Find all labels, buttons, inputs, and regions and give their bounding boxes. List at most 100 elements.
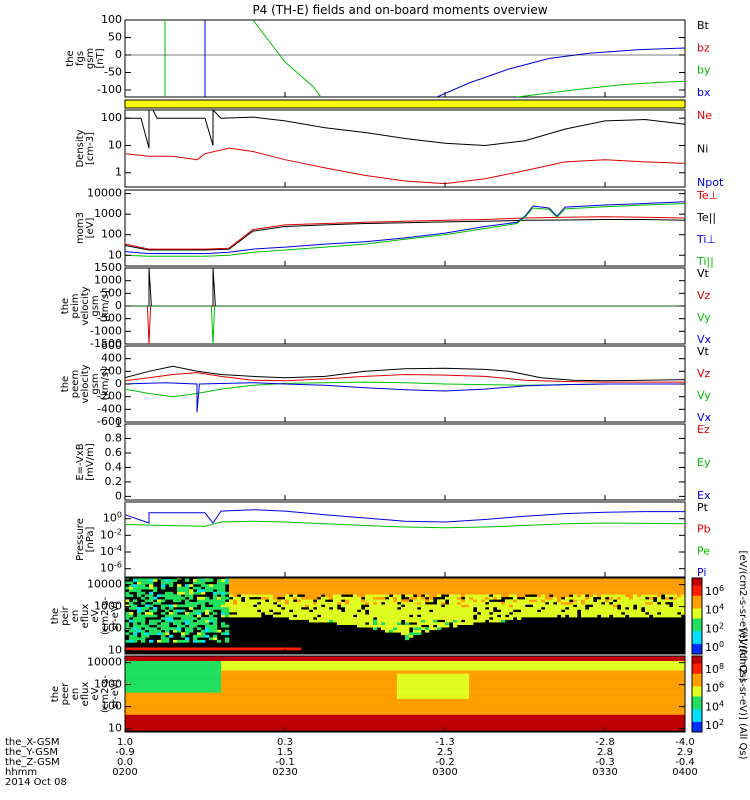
tick-label: -600 — [97, 415, 122, 428]
ephemeris-value: -2.8 — [595, 737, 615, 748]
legend-entry: Vz — [697, 367, 711, 380]
ephemeris-value: 2.8 — [597, 747, 613, 758]
tick-label: -500 — [97, 312, 122, 325]
y-axis-label: [nPa] — [85, 526, 96, 552]
y-axis-label: E=-VxB — [75, 443, 86, 480]
legend-entry: Ex — [697, 489, 711, 502]
y-axis-label: Density — [75, 129, 86, 167]
tick-label: -100 — [97, 83, 122, 96]
y-axis-label: [nT] — [95, 48, 106, 68]
spectrogram-peir_spec — [125, 578, 685, 654]
panel-peer_spec: 108 106 104 102 [eV/(cm2-s-sr-eV)] (All Qs) 1… — [50, 629, 748, 760]
legend-entry: Vx — [697, 411, 712, 424]
panel-tperp: 10000 1000 100 10 mom3 [eV] Te⊥ Te|| Ti⊥ Ti|| — [75, 187, 718, 268]
series-line-Vx — [125, 382, 685, 413]
y-axis-label: sr-eV) — [110, 601, 121, 630]
ephemeris-value: 1.0 — [117, 737, 133, 748]
tick-label: 100 — [103, 510, 122, 525]
tick-label: 1 — [115, 417, 122, 430]
tick-label: 106 — [705, 584, 724, 599]
y-axis-label: peem — [70, 370, 81, 398]
ephemeris-value: 0230 — [272, 767, 297, 778]
legend-entry: bx — [697, 86, 711, 99]
series-line-Te⊥ — [125, 216, 685, 250]
tick-label: -400 — [97, 402, 122, 415]
tick-label: 0.4 — [105, 460, 123, 473]
figure-title: P4 (TH-E) fields and on-board moments ov… — [252, 3, 547, 17]
legend-entry: bz — [697, 41, 710, 54]
y-axis-label: [km/s] — [100, 290, 111, 322]
y-axis-label: velocity — [80, 286, 91, 325]
tick-label: 0 — [115, 489, 122, 502]
tick-label: 10-6 — [100, 560, 122, 575]
legend-entry: by — [697, 64, 711, 77]
legend-entry: Ey — [697, 456, 711, 469]
panel-efield: 10.8 0.60.4 0.20 E=-VxB [mV/m] Ez Ey Ex — [75, 417, 711, 502]
legend-entry: Te|| — [696, 211, 716, 224]
legend-entry: Te⊥ — [696, 189, 718, 202]
legend-entry: Pt — [697, 501, 709, 514]
y-axis-label: the — [60, 298, 71, 314]
tick-label: 100 — [101, 111, 122, 124]
y-axis-label: peim — [70, 293, 81, 318]
tick-label: 1000 — [94, 274, 122, 287]
legend-entry: Bt — [697, 19, 710, 32]
tick-label: 10 — [108, 722, 122, 735]
panel-frame — [124, 99, 686, 109]
tick-label: 10000 — [87, 187, 122, 200]
y-axis-label: eV — [90, 609, 101, 622]
y-axis-label: eV — [90, 687, 101, 700]
y-axis-label: peir — [60, 605, 71, 625]
tick-label: 600 — [101, 339, 122, 352]
panel-peir_spec: 106 104 102 100 [eV/(cm2-s-sr-eV)] (All Qs) 1… — [50, 551, 748, 682]
legend-entry: Ni — [697, 143, 708, 156]
date-label: 2014 Oct 08 — [5, 777, 67, 788]
tick-label: 104 — [705, 602, 724, 617]
tick-label: -200 — [97, 390, 122, 403]
y-axis-label: [eV] — [85, 218, 96, 239]
tick-label: 0 — [115, 48, 122, 61]
ephemeris-value: 1.5 — [277, 747, 293, 758]
tick-label: 500 — [101, 286, 122, 299]
colorbar-label: [eV/(cm2-s-sr-eV)] (All Qs) — [737, 551, 748, 682]
tick-label: 10-2 — [100, 527, 122, 542]
legend-entry: Ne — [697, 109, 712, 122]
tick-label: 106 — [705, 680, 724, 695]
tick-label: 108 — [705, 662, 724, 677]
tick-label: 100 — [101, 700, 122, 713]
tick-label: 10000 — [87, 656, 122, 669]
tick-label: 100 — [101, 622, 122, 635]
ephemeris-value: 0.0 — [117, 757, 133, 768]
tick-label: -1500 — [90, 337, 122, 350]
panel-flag — [124, 99, 686, 109]
y-axis-label: (cm2-s- — [100, 597, 111, 635]
ephemeris-value: -4.0 — [675, 737, 695, 748]
colorbar — [691, 655, 703, 733]
panel-fgs: 100 50 0 -50 -100 the fgs gsm [nT] Bt bz by bx — [65, 13, 711, 99]
tick-label: 0.6 — [105, 446, 123, 459]
tick-label: 0 — [115, 377, 122, 390]
panel-pressure: 100 10-2 10-410-6 Pressure [nPa] Pt Pb Pe Pi — [75, 501, 711, 579]
series-line-Te|| — [125, 219, 685, 251]
ephemeris-value: 0.3 — [277, 737, 293, 748]
tick-label: 102 — [705, 718, 724, 733]
tick-label: 100 — [705, 640, 724, 655]
panel-frame — [124, 501, 686, 578]
ephemeris-value: 0400 — [672, 767, 697, 778]
legend-entry: Pb — [697, 523, 711, 536]
spectrogram-peer_spec — [125, 656, 685, 732]
legend-entry: Pe — [697, 544, 710, 557]
tick-label: 200 — [101, 364, 122, 377]
colorbar — [691, 577, 703, 655]
y-axis-label: (cm2-s- — [100, 675, 111, 713]
series-line-by — [164, 20, 685, 97]
series-line-Pi — [125, 509, 685, 524]
y-axis-label: the — [65, 50, 76, 66]
tick-label: 400 — [101, 352, 122, 365]
ephemeris-row-label: hhmm — [5, 767, 37, 778]
panel-frame — [124, 189, 686, 267]
y-axis-label: gsm — [90, 373, 101, 394]
